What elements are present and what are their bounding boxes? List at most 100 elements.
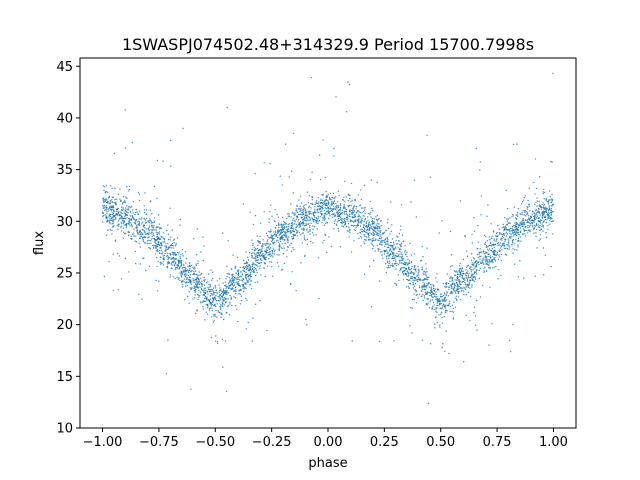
data-point: [408, 268, 410, 270]
data-point: [415, 290, 417, 292]
data-point: [502, 226, 505, 228]
data-point: [171, 229, 173, 231]
data-point: [447, 282, 450, 285]
data-point: [314, 210, 316, 212]
data-point: [536, 247, 538, 249]
data-point: [252, 243, 254, 245]
data-point: [249, 269, 251, 272]
data-point: [321, 199, 324, 202]
data-point: [150, 238, 153, 240]
data-point: [198, 296, 200, 298]
x-tick-label: 0.50: [426, 435, 455, 450]
data-point: [346, 230, 348, 232]
data-point: [125, 225, 128, 227]
data-point: [456, 299, 458, 301]
data-point: [376, 228, 378, 230]
data-point: [453, 301, 455, 304]
data-point: [497, 224, 499, 227]
data-point: [225, 311, 228, 314]
data-point: [370, 216, 372, 218]
data-point: [118, 218, 121, 220]
data-point: [298, 199, 300, 201]
data-point: [201, 280, 203, 282]
data-point: [263, 267, 265, 269]
data-point: [287, 236, 290, 238]
data-point: [159, 227, 161, 230]
data-point: [471, 284, 473, 286]
data-point: [525, 211, 527, 213]
data-point: [349, 229, 351, 232]
data-point: [514, 234, 517, 236]
data-point: [386, 261, 389, 263]
data-point: [337, 214, 339, 216]
data-point: [199, 291, 202, 293]
data-point: [242, 203, 244, 205]
data-point: [283, 247, 285, 249]
data-point: [493, 257, 495, 260]
data-point: [167, 224, 169, 226]
data-point: [479, 258, 481, 260]
data-point: [522, 219, 525, 222]
data-point: [418, 274, 420, 276]
data-point: [150, 242, 152, 244]
data-point: [117, 212, 120, 214]
data-point: [248, 274, 250, 277]
data-point: [493, 238, 496, 240]
data-point: [495, 240, 497, 242]
data-point: [372, 233, 375, 235]
data-point: [463, 277, 465, 279]
data-point: [473, 306, 476, 308]
data-point: [245, 271, 247, 274]
data-point: [246, 256, 249, 258]
data-point: [287, 215, 289, 217]
data-point: [547, 224, 549, 227]
data-point: [240, 300, 243, 302]
data-point: [514, 263, 516, 265]
data-point: [415, 294, 417, 297]
data-point: [407, 272, 410, 274]
data-point: [300, 213, 302, 215]
data-point: [170, 267, 173, 269]
data-point: [297, 221, 299, 223]
data-point: [260, 258, 262, 260]
data-point: [444, 286, 446, 288]
data-point: [341, 198, 344, 201]
data-point: [247, 321, 249, 324]
data-point: [447, 286, 450, 288]
data-point: [490, 249, 492, 252]
data-point: [368, 224, 370, 226]
data-point: [141, 221, 144, 223]
data-point: [392, 246, 394, 248]
data-point: [243, 290, 245, 293]
data-point: [388, 244, 390, 246]
data-point: [471, 273, 473, 275]
data-point: [129, 225, 131, 227]
data-point: [387, 243, 389, 245]
data-point: [319, 215, 321, 218]
data-point: [491, 259, 494, 262]
data-point: [103, 199, 106, 201]
data-point: [165, 243, 167, 245]
data-point: [311, 199, 313, 201]
data-point: [497, 278, 499, 280]
data-point: [362, 210, 365, 213]
data-point: [383, 253, 386, 255]
data-point: [466, 280, 469, 282]
data-point: [477, 256, 479, 258]
data-point: [416, 274, 418, 276]
data-point: [529, 215, 532, 218]
data-point: [287, 228, 289, 230]
data-point: [173, 252, 175, 255]
data-point: [433, 308, 435, 311]
data-point: [498, 269, 500, 271]
data-point: [385, 271, 387, 274]
data-point: [418, 271, 420, 273]
data-point: [455, 298, 458, 300]
data-point: [157, 233, 159, 235]
data-point: [283, 262, 286, 265]
data-point: [536, 228, 538, 231]
data-point: [441, 220, 443, 222]
data-point: [435, 291, 437, 293]
data-point: [320, 198, 322, 200]
data-point: [246, 265, 249, 268]
